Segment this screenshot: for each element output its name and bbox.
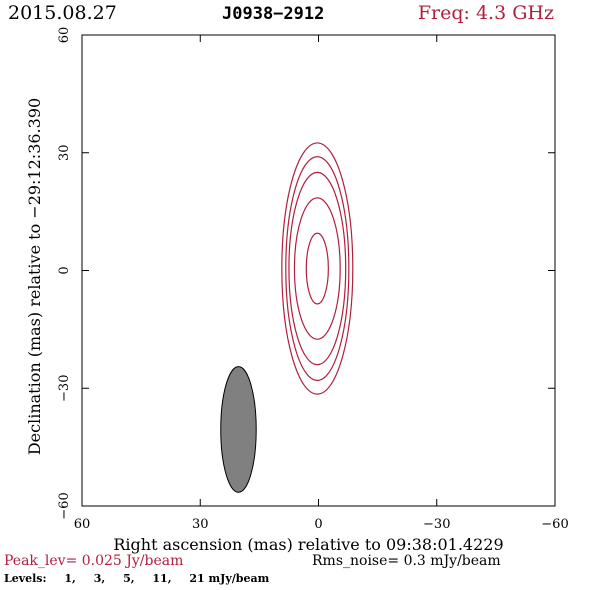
peak-level: Peak_lev= 0.025 Jy/beam [4,553,184,569]
plot-frame [81,34,556,507]
y-tick-label: 30 [57,144,72,161]
y-tick-label: 0 [57,266,72,274]
contour-levels: Levels: 1, 3, 5, 11, 21 mJy/beam [4,572,283,585]
level-value: 11, [152,572,172,585]
x-axis-label: Right ascension (mas) relative to 09:38:… [113,535,503,554]
y-tick-label: −30 [57,375,72,402]
level-value: 3, [93,572,106,585]
y-tick-label: −60 [57,492,72,519]
frequency-label: Freq: 4.3 GHz [417,2,554,24]
x-tick-label: 60 [74,517,91,532]
source-name: J0938−2912 [222,4,325,24]
y-tick-label: 60 [57,27,72,44]
level-value: 1, [64,572,76,585]
contour-group [281,142,354,395]
observation-date: 2015.08.27 [8,2,117,24]
axes [81,34,556,507]
x-tick-label: −30 [423,517,450,532]
contour-line [285,156,350,382]
contour-line [281,142,354,395]
contour-line [288,171,347,366]
rms-noise: Rms_noise= 0.3 mJy/beam [312,553,501,569]
level-value: 5, [123,572,135,585]
tick-labels: 60 30 0 −30 −60 −60 −30 0 30 60 [57,27,569,532]
x-tick-label: 30 [192,517,209,532]
x-tick-label: 0 [314,517,322,532]
beam-group [220,366,257,493]
x-tick-label: −60 [541,517,568,532]
level-value: 21 mJy/beam [189,572,270,585]
levels-label: Levels: [4,572,47,585]
beam-ellipse [220,366,257,493]
contour-line [305,232,329,305]
y-axis-label: Declination (mas) relative to −29:12:36.… [25,98,44,455]
contour-line [293,197,341,340]
